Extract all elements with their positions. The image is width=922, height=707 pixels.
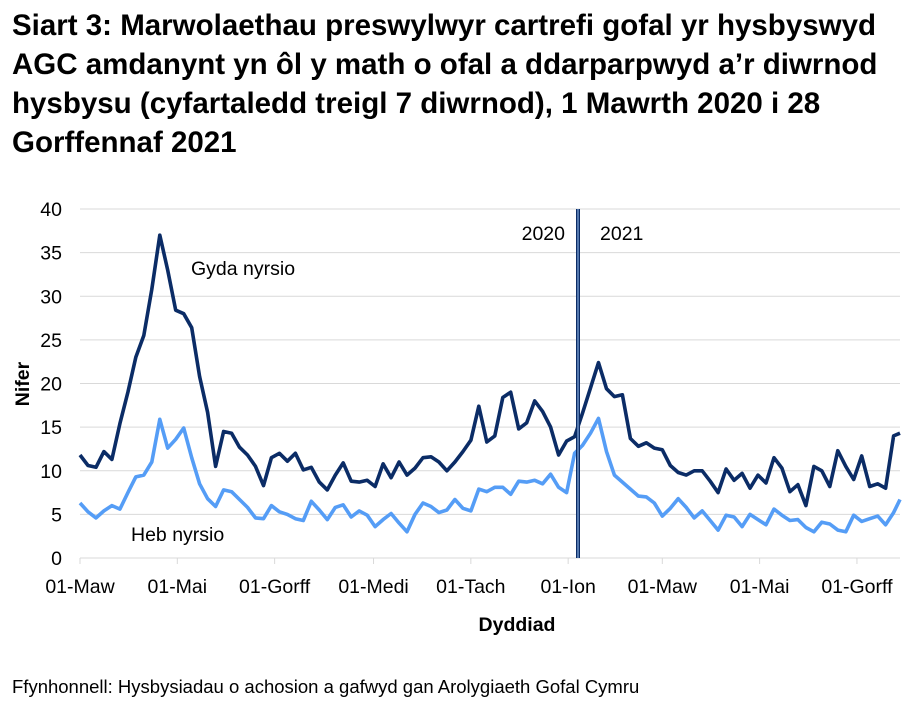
gridlines bbox=[79, 208, 900, 564]
x-tick-label: 01-Medi bbox=[338, 576, 408, 598]
x-tick-label: 01-Mai bbox=[148, 576, 208, 598]
x-tick-label: 01-Gorff bbox=[239, 576, 311, 598]
year-label-2020: 2020 bbox=[522, 223, 566, 245]
series-line-heb-nyrsio bbox=[78, 416, 902, 534]
source-note: Ffynhonnell: Hysbysiadau o achosion a ga… bbox=[12, 676, 640, 697]
x-tick-labels: 01-Maw 01-Mai 01-Gorff 01-Medi 01-Tach 01-Ion… bbox=[45, 576, 893, 598]
series-line-gyda-nyrsio bbox=[78, 233, 901, 508]
y-tick-label: 30 bbox=[40, 286, 62, 308]
x-tick-label: 01-Maw bbox=[628, 576, 698, 598]
chart-title: Siart 3: Marwolaethau preswylwyr cartref… bbox=[12, 9, 878, 159]
y-axis-title: Nifer bbox=[12, 361, 34, 406]
y-tick-label: 25 bbox=[40, 330, 62, 352]
y-tick-labels: 0 5 10 15 20 25 30 35 40 bbox=[40, 199, 62, 570]
y-tick-label: 5 bbox=[51, 504, 62, 526]
x-tick-label: 01-Maw bbox=[45, 576, 115, 598]
y-tick-label: 40 bbox=[40, 199, 62, 221]
y-tick-label: 15 bbox=[40, 417, 62, 439]
x-axis-title: Dyddiad bbox=[479, 614, 556, 636]
series-label-gyda-nyrsio: Gyda nyrsio bbox=[191, 258, 295, 280]
y-tick-label: 10 bbox=[40, 461, 62, 483]
x-tick-label: 01-Ion bbox=[541, 576, 596, 598]
x-tick-label: 01-Mai bbox=[730, 576, 790, 598]
year-label-2021: 2021 bbox=[600, 223, 643, 245]
x-tick-label: 01-Tach bbox=[436, 576, 505, 598]
y-tick-label: 35 bbox=[40, 243, 62, 265]
series-label-heb-nyrsio: Heb nyrsio bbox=[131, 524, 224, 546]
y-tick-label: 20 bbox=[40, 374, 62, 396]
y-tick-label: 0 bbox=[51, 548, 62, 570]
x-tick-label: 01-Gorff bbox=[821, 576, 893, 598]
series-lines bbox=[78, 233, 902, 534]
